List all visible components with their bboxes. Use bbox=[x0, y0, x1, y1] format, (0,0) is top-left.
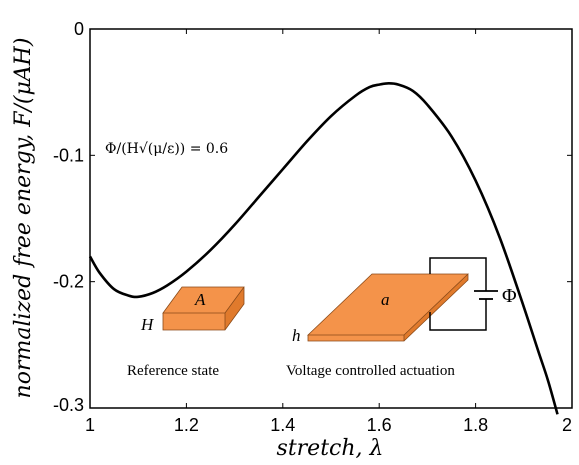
x-tick-label: 1 bbox=[85, 415, 95, 435]
y-tick-label: 0 bbox=[74, 19, 84, 39]
x-tick-label: 1.2 bbox=[174, 415, 199, 435]
label-h: h bbox=[292, 326, 301, 345]
reference-plate-front bbox=[163, 313, 225, 330]
formula-annotation: Φ/(H√(μ/ε)) = 0.6 bbox=[105, 141, 228, 157]
actuated-plate-front bbox=[308, 335, 404, 341]
y-axis-label: normalized free energy, F/(μAH) bbox=[11, 38, 36, 399]
x-tick-label: 1.6 bbox=[367, 415, 392, 435]
label-H: H bbox=[140, 315, 155, 334]
label-a: a bbox=[381, 290, 390, 309]
actuation-caption: Voltage controlled actuation bbox=[286, 363, 455, 379]
label-phi: Φ bbox=[502, 285, 517, 307]
reference-plate-top bbox=[163, 287, 244, 313]
reference-state-caption: Reference state bbox=[127, 363, 219, 379]
x-tick-label: 1.8 bbox=[463, 415, 488, 435]
x-tick-label: 2 bbox=[562, 415, 572, 435]
tick-labels: 1 1.2 1.4 1.6 1.8 2 0 -0.1 -0.2 -0.3 bbox=[53, 19, 572, 435]
actuated-plate-side bbox=[404, 274, 468, 341]
actuation-diagram: a h Φ Voltage controlled actuation bbox=[286, 257, 517, 379]
reference-state-diagram: A H Reference state bbox=[127, 286, 245, 379]
x-tick-label: 1.4 bbox=[270, 415, 295, 435]
y-tick-label: -0.1 bbox=[53, 145, 84, 165]
plot-frame bbox=[89, 28, 573, 409]
circuit-wire-bottom bbox=[429, 299, 487, 331]
y-tick-label: -0.3 bbox=[53, 395, 84, 415]
series-line bbox=[88, 81, 559, 415]
x-axis-label: stretch, λ bbox=[277, 436, 384, 461]
reference-plate-side bbox=[225, 287, 244, 330]
y-tick-label: -0.2 bbox=[53, 272, 84, 292]
actuated-plate-top bbox=[308, 274, 468, 335]
circuit-wire-top bbox=[429, 257, 487, 291]
axis-ticks bbox=[89, 28, 573, 409]
label-A: A bbox=[194, 290, 206, 309]
